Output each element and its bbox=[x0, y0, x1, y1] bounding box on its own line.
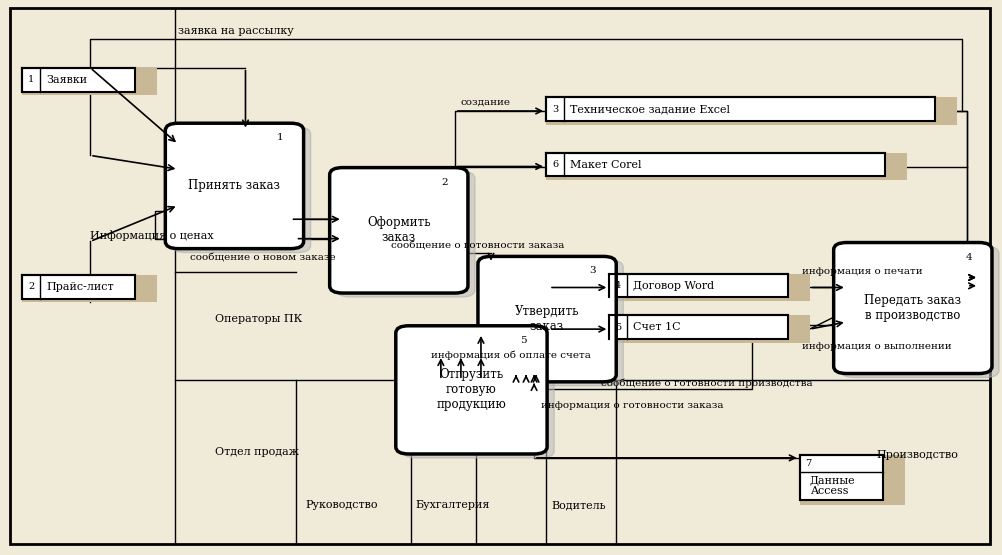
Text: Утвердить
заказ: Утвердить заказ bbox=[515, 305, 579, 333]
Bar bbox=[22, 68, 157, 95]
Text: Отгрузить
готовую
продукцию: Отгрузить готовую продукцию bbox=[437, 369, 506, 411]
Bar bbox=[800, 455, 905, 505]
Bar bbox=[800, 455, 883, 500]
Text: сообщение о новом заказе: сообщение о новом заказе bbox=[190, 254, 336, 263]
Text: Прайс-лист: Прайс-лист bbox=[46, 282, 113, 292]
Text: 1: 1 bbox=[277, 133, 284, 142]
Text: Данные
Access: Данные Access bbox=[810, 475, 856, 496]
Text: Передать заказ
в производство: Передать заказ в производство bbox=[865, 294, 961, 322]
Text: заявка на рассылку: заявка на рассылку bbox=[178, 26, 295, 36]
Text: информация о печати: информация о печати bbox=[802, 268, 922, 276]
Text: 2: 2 bbox=[441, 178, 448, 186]
Bar bbox=[22, 275, 157, 302]
FancyBboxPatch shape bbox=[478, 256, 616, 382]
FancyBboxPatch shape bbox=[403, 330, 554, 458]
Bar bbox=[546, 153, 907, 180]
Text: 5: 5 bbox=[520, 336, 527, 345]
Text: Информация о ценах: Информация о ценах bbox=[90, 230, 213, 241]
Text: 2: 2 bbox=[28, 282, 34, 291]
FancyBboxPatch shape bbox=[396, 326, 547, 454]
Bar bbox=[609, 274, 810, 301]
Text: Операторы ПК: Операторы ПК bbox=[215, 314, 303, 324]
FancyBboxPatch shape bbox=[337, 171, 475, 297]
FancyBboxPatch shape bbox=[485, 260, 623, 386]
Text: информация о готовности заказа: информация о готовности заказа bbox=[541, 401, 723, 410]
Text: Производство: Производство bbox=[877, 450, 959, 460]
Text: Техническое задание Excel: Техническое задание Excel bbox=[570, 104, 730, 114]
Text: Руководство: Руководство bbox=[306, 500, 378, 510]
Text: 3: 3 bbox=[589, 266, 596, 275]
Text: сообщение о готовности производства: сообщение о готовности производства bbox=[601, 378, 813, 388]
Text: Отдел продаж: Отдел продаж bbox=[215, 447, 300, 457]
Text: информация о выполнении: информация о выполнении bbox=[802, 342, 951, 351]
Text: 4: 4 bbox=[615, 281, 621, 290]
FancyBboxPatch shape bbox=[841, 246, 999, 377]
Text: Счет 1С: Счет 1С bbox=[633, 322, 681, 332]
Bar bbox=[609, 274, 788, 297]
Bar bbox=[609, 315, 788, 339]
Bar bbox=[546, 97, 935, 121]
Bar bbox=[546, 97, 957, 125]
Text: 5: 5 bbox=[615, 323, 621, 332]
Text: Макет Corel: Макет Corel bbox=[570, 160, 641, 170]
Text: 1: 1 bbox=[28, 75, 34, 84]
Text: 4: 4 bbox=[965, 253, 972, 261]
Text: сообщение о готовности заказа: сообщение о готовности заказа bbox=[391, 241, 564, 250]
FancyBboxPatch shape bbox=[165, 123, 304, 249]
Bar bbox=[22, 275, 135, 299]
Text: Договор Word: Договор Word bbox=[633, 281, 714, 291]
FancyBboxPatch shape bbox=[330, 168, 468, 293]
Bar bbox=[546, 153, 885, 176]
Text: Принять заказ: Принять заказ bbox=[188, 179, 281, 193]
Text: 6: 6 bbox=[552, 160, 558, 169]
Text: информация об оплате счета: информация об оплате счета bbox=[431, 350, 591, 360]
Text: создание: создание bbox=[461, 98, 511, 107]
FancyBboxPatch shape bbox=[834, 243, 992, 374]
Bar bbox=[22, 68, 135, 92]
Text: Бухгалтерия: Бухгалтерия bbox=[416, 500, 490, 510]
Text: 7: 7 bbox=[806, 459, 812, 468]
Text: 3: 3 bbox=[552, 105, 558, 114]
FancyBboxPatch shape bbox=[172, 127, 311, 253]
Text: Водитель: Водитель bbox=[551, 500, 606, 510]
Bar bbox=[609, 315, 810, 343]
Text: Оформить
заказ: Оформить заказ bbox=[367, 216, 431, 244]
Text: Заявки: Заявки bbox=[46, 75, 87, 85]
